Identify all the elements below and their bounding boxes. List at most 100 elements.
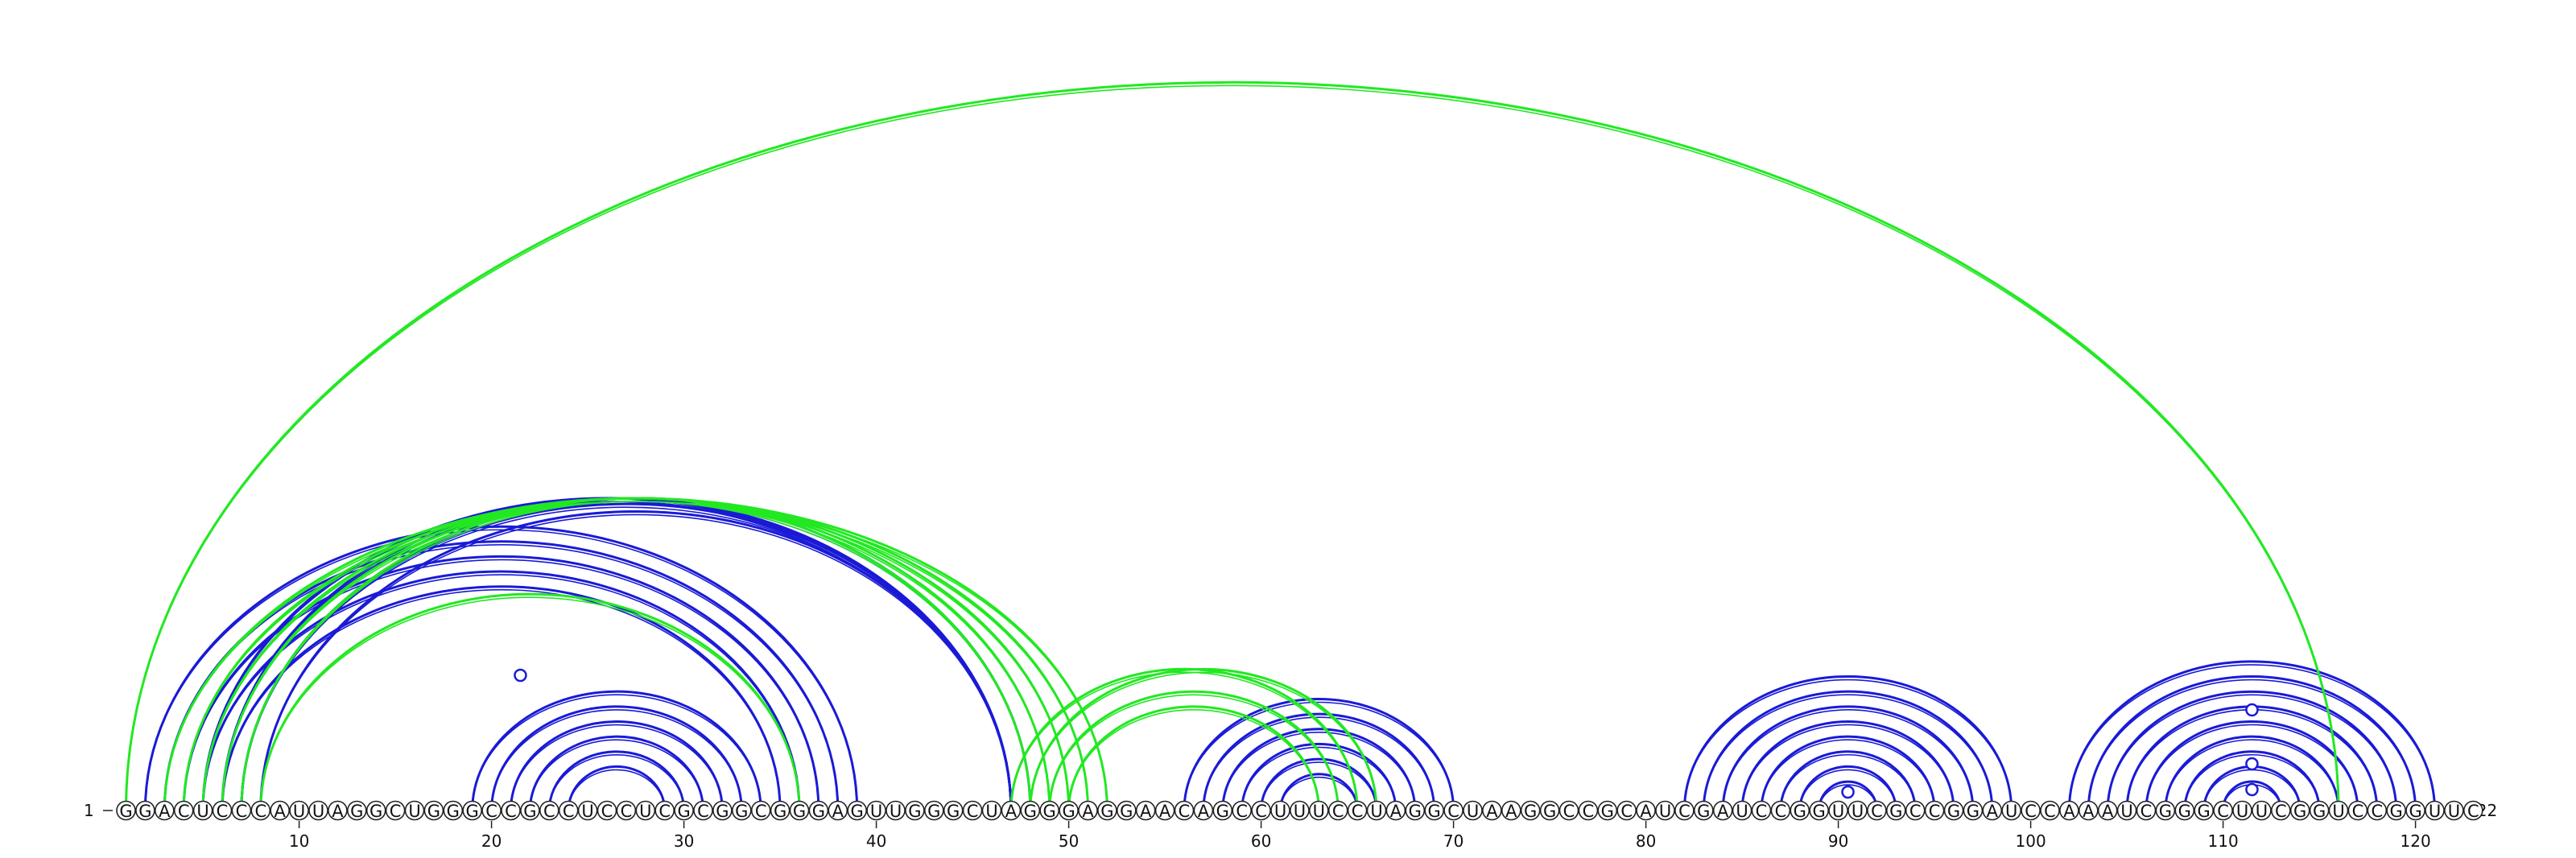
nucleotide-letter: G xyxy=(350,802,363,821)
nucleotide: G xyxy=(2289,800,2310,821)
nucleotide: G xyxy=(1424,800,1444,821)
nucleotide: G xyxy=(1520,800,1541,821)
nucleotide-letter: C xyxy=(485,802,497,821)
nucleotide: G xyxy=(423,800,444,821)
nucleotide: C xyxy=(250,800,271,821)
nucleotide-letter: U xyxy=(870,802,882,821)
arc-tertiary-5-50 xyxy=(201,497,1071,811)
nucleotide-letter: G xyxy=(793,802,806,821)
nucleotide-circle xyxy=(962,800,983,821)
nucleotide-circle xyxy=(2405,800,2425,821)
nucleotide-letter: C xyxy=(2140,802,2153,821)
arc-inner-secondary-89-92 xyxy=(1818,784,1878,811)
nucleotide: G xyxy=(1039,800,1059,821)
arc-inner-secondary-86-95 xyxy=(1761,739,1935,811)
nucleotide-letter: G xyxy=(1813,802,1826,821)
nucleotide-letter: C xyxy=(1352,802,1364,821)
arc-inner-secondary-88-93 xyxy=(1799,769,1897,811)
nucleotide-letter: G xyxy=(1216,802,1229,821)
nucleotide-letter: C xyxy=(967,802,979,821)
nucleotide-circle xyxy=(905,800,925,821)
nucleotide-circle xyxy=(2059,800,2079,821)
nucleotide-circle xyxy=(2425,800,2445,821)
arc-secondary-57-69 xyxy=(1202,712,1436,811)
arc-inner-secondary-59-67 xyxy=(1241,746,1397,811)
nucleotide-letter: G xyxy=(138,802,151,821)
nucleotide-letter: A xyxy=(1717,802,1729,821)
arc-inner-secondary-5-36 xyxy=(202,574,800,811)
nucleotide-circle xyxy=(1943,800,1964,821)
arc-tertiary-8-36 xyxy=(259,592,801,811)
nucleotide-circle xyxy=(1674,800,1695,821)
nucleotide-letter: G xyxy=(1889,802,1902,821)
nucleotide-letter: A xyxy=(1505,802,1517,821)
nucleotide-circle xyxy=(1886,800,1906,821)
nucleotide: U xyxy=(1732,800,1752,821)
nucleotide-letter: G xyxy=(2293,802,2306,821)
nucleotide-circle xyxy=(1924,800,1945,821)
nucleotide: A xyxy=(1154,800,1175,821)
arc-inner-secondary-84-97 xyxy=(1722,709,1974,811)
nucleotide-circle xyxy=(731,800,752,821)
arc-inner-tertiary-1-116 xyxy=(125,85,2339,811)
nucleotide-circle xyxy=(1001,800,1022,821)
nucleotide-circle xyxy=(847,800,867,821)
nucleotide-letter: U xyxy=(985,802,997,821)
nucleotide-letter: A xyxy=(1486,802,1498,821)
nucleotide: G xyxy=(2386,800,2406,821)
nucleotide-circle xyxy=(328,800,348,821)
nucleotide: A xyxy=(1385,800,1406,821)
arc-secondary-102-121 xyxy=(2067,660,2436,811)
nucleotide: U xyxy=(1309,800,1329,821)
nucleotide-circle xyxy=(1790,800,1810,821)
arc-secondary-86-95 xyxy=(1760,735,1936,811)
nucleotide-letter: C xyxy=(1909,802,1922,821)
nucleotide-letter: C xyxy=(1871,802,1883,821)
arc-secondary-21-32 xyxy=(510,720,724,811)
nucleotide-circle xyxy=(2116,800,2137,821)
arc-inner-secondary-24-29 xyxy=(568,769,666,811)
nucleotide: C xyxy=(1578,800,1599,821)
noncanonical-pair-marker xyxy=(1841,785,1855,799)
nucleotide-circle xyxy=(981,800,1002,821)
arc-secondary-106-117 xyxy=(2145,720,2359,811)
nucleotide-letter: U xyxy=(639,802,651,821)
nucleotide-circle xyxy=(462,800,483,821)
nucleotide-letter: C xyxy=(543,802,555,821)
nucleotide: C xyxy=(558,800,579,821)
nucleotide-letter: C xyxy=(2025,802,2037,821)
nucleotide-circle xyxy=(250,800,271,821)
nucleotide-letter: G xyxy=(2178,802,2191,821)
nucleotide-letter: G xyxy=(1947,802,1960,821)
nucleotide-circle xyxy=(1405,800,1426,821)
nucleotide: G xyxy=(731,800,752,821)
nucleotide-circle xyxy=(308,800,328,821)
nucleotide: G xyxy=(808,800,829,821)
nucleotide: U xyxy=(1270,800,1290,821)
nucleotide-letter: G xyxy=(2313,802,2326,821)
arc-tertiary-47-65 xyxy=(1009,667,1359,811)
nucleotide-letter: G xyxy=(1409,802,1422,821)
nucleotide-letter: U xyxy=(293,802,305,821)
nucleotide: G xyxy=(905,800,925,821)
nucleotide-circle xyxy=(1232,800,1252,821)
nucleotide-circle xyxy=(597,800,617,821)
nucleotide-circle xyxy=(231,800,252,821)
nucleotide-circle xyxy=(481,800,502,821)
nucleotide-letter: G xyxy=(1794,802,1806,821)
nucleotide-circle xyxy=(423,800,444,821)
nucleotide: C xyxy=(231,800,252,821)
nucleotide-letter: A xyxy=(832,802,844,821)
nucleotide-circle xyxy=(1097,800,1117,821)
nucleotide-letter: A xyxy=(1140,802,1152,821)
nucleotide-circle xyxy=(1712,800,1733,821)
nucleotide-circle xyxy=(155,800,175,821)
nucleotide-circle xyxy=(192,800,213,821)
tick-label: 20 xyxy=(481,831,502,851)
nucleotide-circle xyxy=(1424,800,1444,821)
nucleotide: C xyxy=(481,800,502,821)
nucleotide-circle xyxy=(789,800,810,821)
arc-secondary-87-94 xyxy=(1779,750,1917,811)
nucleotide-letter: U xyxy=(1274,802,1286,821)
nucleotide-circle xyxy=(2136,800,2157,821)
